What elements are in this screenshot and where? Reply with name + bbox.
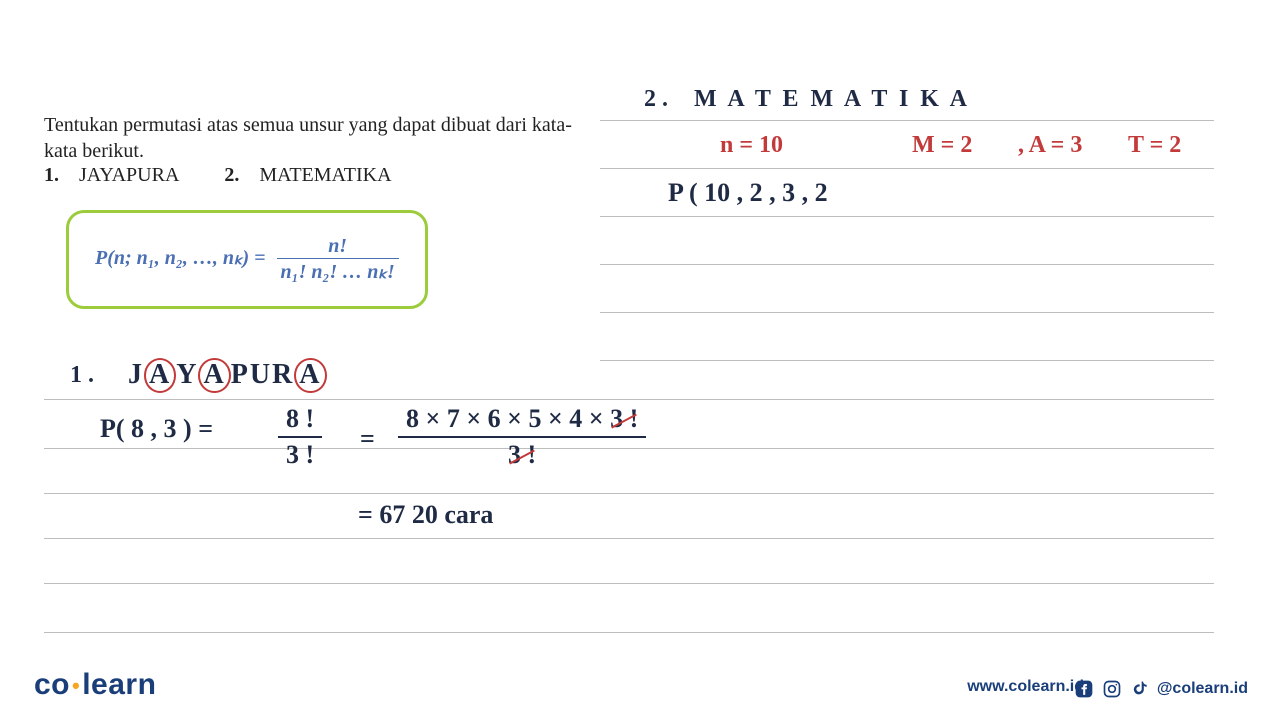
formula-denominator: n₁! n₂! … nₖ!: [277, 259, 399, 284]
rule: [44, 538, 1214, 539]
brand-logo: co•learn: [34, 668, 156, 702]
rule: [600, 120, 1214, 121]
social-links: @colearn.id: [1073, 678, 1248, 700]
work2-perm: P ( 10 , 2 , 3 , 2: [668, 178, 828, 208]
letter: R: [272, 359, 294, 390]
letter-circled: A: [144, 358, 176, 393]
social-handle: @colearn.id: [1157, 680, 1248, 698]
footer: co•learn www.colearn.id @colearn.id: [0, 662, 1280, 702]
item-word: JAYAPURA: [79, 164, 178, 186]
frac-den-strike: 3 !: [508, 440, 536, 469]
prompt-line1: Tentukan permutasi atas semua unsur yang…: [44, 114, 572, 136]
letter: Y: [176, 359, 198, 390]
rule: [600, 312, 1214, 313]
work2-a: , A = 3: [1018, 132, 1082, 159]
formula-fraction: n! n₁! n₂! … nₖ!: [277, 235, 399, 284]
logo-learn: learn: [82, 668, 156, 701]
work1-eq: =: [360, 424, 375, 454]
frac-den: 3 !: [398, 438, 646, 470]
site-url: www.colearn.id: [967, 678, 1084, 696]
logo-co: co: [34, 668, 70, 701]
frac-num-strike: 3 !: [610, 404, 638, 433]
work1-answer: = 67 20 cara: [358, 500, 493, 530]
logo-dot-icon: •: [70, 673, 82, 698]
formula-box: P(n; n₁, n₂, …, nₖ) = n! n₁! n₂! … nₖ!: [66, 210, 428, 309]
formula-numerator: n!: [277, 235, 399, 259]
item-num: 1.: [44, 164, 59, 186]
letter-circled: A: [198, 358, 230, 393]
letter-circled: A: [294, 358, 326, 393]
rule: [600, 264, 1214, 265]
rule: [600, 168, 1214, 169]
rule: [600, 216, 1214, 217]
frac-den: 3 !: [278, 438, 322, 470]
frac-num: 8 × 7 × 6 × 5 × 4 × 3 !: [398, 404, 646, 438]
prompt-line2: kata berikut.: [44, 140, 144, 162]
rule: [44, 632, 1214, 633]
letter: P: [231, 359, 250, 390]
work2-m: M = 2: [912, 132, 972, 159]
whiteboard-page: Tentukan permutasi atas semua unsur yang…: [0, 0, 1280, 720]
formula-lhs: P(n; n₁, n₂, …, nₖ) =: [95, 247, 266, 269]
problem-items: 1. JAYAPURA 2. MATEMATIKA: [44, 162, 604, 188]
letter: U: [250, 359, 272, 390]
letter: J: [128, 359, 144, 390]
work2-label: 2 .: [644, 86, 668, 113]
work1-word: JAYAPURA: [128, 358, 327, 393]
frac-num-plain: 8 × 7 × 6 × 5 × 4 ×: [406, 404, 604, 433]
work2-t: T = 2: [1128, 132, 1181, 159]
item-num: 2.: [224, 164, 239, 186]
problem-prompt: Tentukan permutasi atas semua unsur yang…: [44, 112, 604, 164]
work2-n: n = 10: [720, 132, 783, 159]
rule: [44, 399, 1214, 400]
rule: [600, 360, 1214, 361]
frac-num: 8 !: [278, 404, 322, 438]
instagram-icon[interactable]: [1101, 678, 1123, 700]
rule: [44, 583, 1214, 584]
work2-word: M A T E M A T I K A: [694, 86, 970, 113]
tiktok-icon[interactable]: [1129, 678, 1151, 700]
work1-frac2: 8 × 7 × 6 × 5 × 4 × 3 ! 3 !: [398, 404, 646, 470]
rule: [44, 493, 1214, 494]
work1-frac1: 8 ! 3 !: [278, 404, 322, 470]
work1-perm-lhs: P( 8 , 3 ) =: [100, 414, 213, 444]
facebook-icon[interactable]: [1073, 678, 1095, 700]
work1-label: 1 .: [70, 362, 94, 389]
item-word: MATEMATIKA: [259, 164, 391, 186]
